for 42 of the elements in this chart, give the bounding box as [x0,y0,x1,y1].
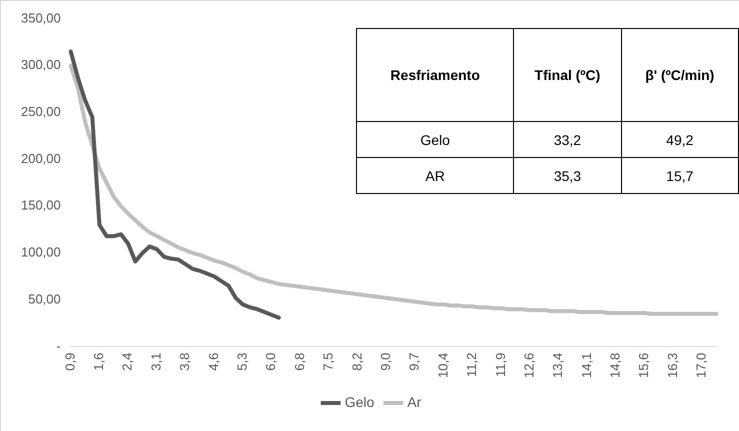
x-tick-label: 6,8 [292,352,307,371]
annotation: 49,2 [621,122,738,158]
x-tick-label: 5,3 [234,352,250,371]
x-tick-label: 12,6 [521,352,536,378]
x-tick-label: 13,4 [550,352,566,378]
y-tick-label: - [56,338,61,354]
legend-label: Gelo [344,394,374,410]
y-tick-label: 350,00 [20,10,61,26]
y-tick-label: 100,00 [20,244,61,260]
x-tick-label: 0,9 [62,352,78,371]
x-tick-label: 9,0 [378,352,393,371]
x-tick-label: 1,6 [91,352,106,371]
x-tick-label: 3,1 [148,352,164,371]
annotation: 35,3 [514,158,622,194]
x-tick-label: 15,6 [636,352,652,378]
legend-label: Ar [407,394,422,410]
x-tick-label: 6,0 [263,352,278,371]
annotation: β' (ºC/min) [621,28,738,122]
x-tick-label: 11,9 [492,352,508,378]
annotation: Resfriamento [356,28,514,122]
x-tick-label: 8,2 [349,352,364,371]
y-tick-label: 200,00 [20,150,61,166]
y-tick-label: 300,00 [20,57,61,72]
x-tick-label: 14,8 [608,352,623,378]
x-tick-label: 9,7 [406,352,422,371]
y-tick-label: 50,00 [28,291,61,306]
y-tick-label: 150,00 [20,198,61,213]
annotation: AR [356,158,514,194]
x-tick-label: 17,0 [694,352,709,378]
annotation: 33,2 [514,122,622,158]
annotation: 15,7 [621,158,738,194]
annotation: Tfinal (ºC) [514,28,622,122]
x-tick-label: 16,3 [664,352,680,378]
y-tick-label: 250,00 [20,104,61,120]
x-tick-label: 2,4 [120,352,135,371]
x-tick-label: 11,2 [464,352,480,378]
x-tick-label: 4,6 [206,352,221,371]
x-tick-label: 14,1 [578,352,594,378]
x-tick-label: 3,8 [177,352,192,371]
x-tick-label: 7,5 [320,352,336,371]
annotation: Gelo [356,122,514,158]
x-tick-label: 10,4 [435,352,450,378]
